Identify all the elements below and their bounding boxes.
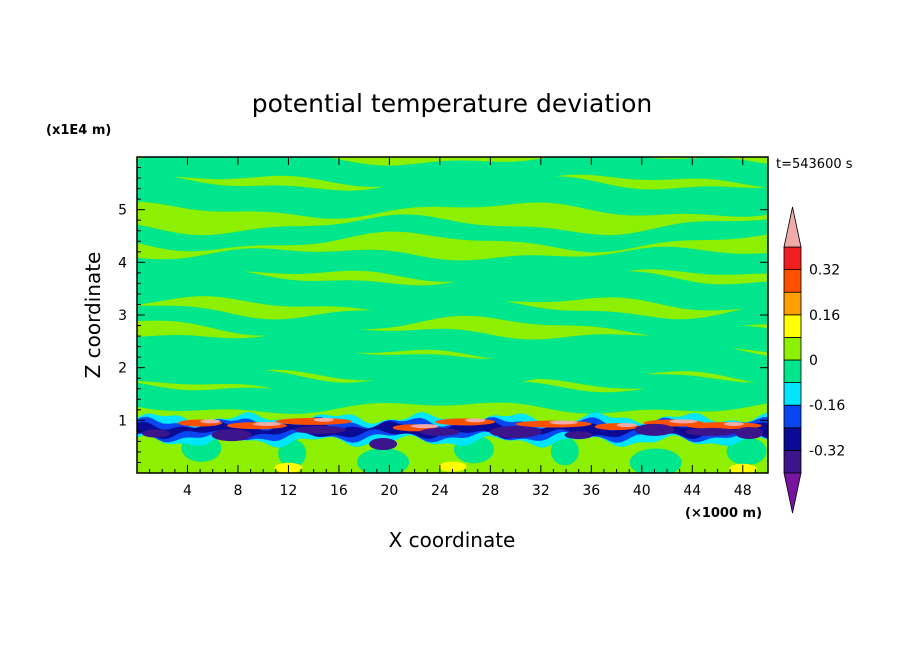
field-blob: [414, 446, 443, 467]
colorbar-swatch: [783, 404, 802, 429]
cold-anomaly: [564, 431, 593, 440]
field-band: [137, 342, 768, 388]
colorbar-swatch: [783, 382, 802, 406]
cold-anomaly: [369, 438, 398, 451]
y-tick-label: 5: [118, 203, 127, 219]
x-tick-label: 4: [183, 483, 192, 499]
field-blob: [317, 450, 358, 471]
field-blob: [357, 448, 410, 473]
x-axis-ticks: 4 8 12 16 20 24 28 32 36 40 44 48: [149, 157, 756, 499]
cold-anomaly: [685, 427, 738, 436]
y-tick-label: 1: [118, 413, 127, 429]
colorbar-label: -0.32: [809, 443, 845, 459]
x-axis-label: X coordinate: [389, 528, 516, 552]
colorbar-label: 0.16: [809, 308, 840, 324]
colorbar-label: -0.16: [809, 398, 845, 414]
x-tick-label: 24: [431, 483, 449, 499]
y-tick-label: 2: [118, 361, 127, 377]
y-axis-label: Z coordinate: [81, 252, 105, 379]
colorbar-swatch: [783, 359, 802, 384]
warm-anomaly: [435, 418, 496, 426]
y-tick-label: 3: [118, 308, 127, 324]
cold-anomaly: [211, 429, 252, 442]
cold-anomaly: [735, 426, 764, 439]
warm-anomaly-core: [200, 419, 221, 424]
y-tick-label: 4: [118, 255, 127, 271]
field-blob: [220, 437, 273, 458]
colorbar-swatch: [783, 314, 802, 338]
x-tick-label: 44: [683, 483, 701, 499]
x-tick-label: 20: [380, 483, 398, 499]
colorbar-swatch: [783, 291, 802, 316]
field-band: [137, 361, 768, 400]
warm-anomaly-core: [669, 419, 698, 424]
x-tick-label: 8: [233, 483, 242, 499]
field-blob: [687, 448, 716, 469]
field-blob: [550, 437, 579, 466]
field-blob: [726, 437, 767, 466]
warm-anomaly-core: [313, 417, 334, 422]
plot-frame: [136, 156, 769, 474]
warm-anomaly-core: [616, 423, 637, 428]
cold-anomaly: [634, 423, 675, 436]
time-label: t=543600 s: [776, 157, 853, 172]
colorbar-over-arrow: [783, 206, 802, 248]
field-band: [137, 379, 768, 414]
x-unit-label: (×1000 m): [685, 506, 762, 521]
colorbar-label: 0: [809, 353, 818, 369]
y-axis-ticks: 1 2 3 4 5: [118, 167, 768, 463]
field-band: [137, 214, 768, 253]
warm-anomaly-core: [252, 422, 281, 427]
warm-anomaly-core: [410, 424, 439, 429]
x-tick-label: 12: [280, 483, 298, 499]
colorbar-swatch: [783, 269, 802, 293]
field-band: [137, 269, 768, 314]
cold-anomaly: [141, 429, 170, 438]
warm-anomaly-core: [465, 418, 486, 423]
warm-anomaly-core: [723, 422, 744, 427]
field-blob: [278, 439, 307, 468]
x-tick-label: 16: [330, 483, 348, 499]
warm-anomaly-core: [549, 420, 578, 425]
field-band: [137, 298, 768, 337]
x-tick-label: 40: [633, 483, 651, 499]
x-tick-label: 48: [734, 483, 752, 499]
colorbar: 0.32 0.16 0 -0.16 -0.32: [783, 206, 845, 514]
plot-field: [137, 157, 768, 473]
field-band: [137, 174, 768, 219]
x-tick-label: 36: [582, 483, 600, 499]
field-blob: [629, 448, 682, 473]
field-blob: [141, 444, 170, 465]
cold-anomaly: [489, 425, 542, 438]
y-unit-label: (x1E4 m): [46, 123, 111, 138]
colorbar-swatch: [783, 449, 802, 474]
colorbar-swatch: [783, 427, 802, 451]
field-band: [137, 157, 768, 188]
colorbar-swatch: [783, 336, 802, 361]
colorbar-under-arrow: [783, 472, 802, 514]
colorbar-swatch: [783, 246, 802, 271]
cold-anomaly: [419, 427, 460, 436]
warm-surface-blob: [438, 461, 467, 472]
cold-anomaly: [293, 425, 346, 434]
warm-anomaly: [275, 417, 352, 425]
x-tick-label: 32: [532, 483, 550, 499]
colorbar-label: 0.32: [809, 263, 840, 279]
chart-title: potential temperature deviation: [252, 89, 652, 118]
field-blob: [590, 448, 631, 469]
x-tick-label: 28: [481, 483, 499, 499]
